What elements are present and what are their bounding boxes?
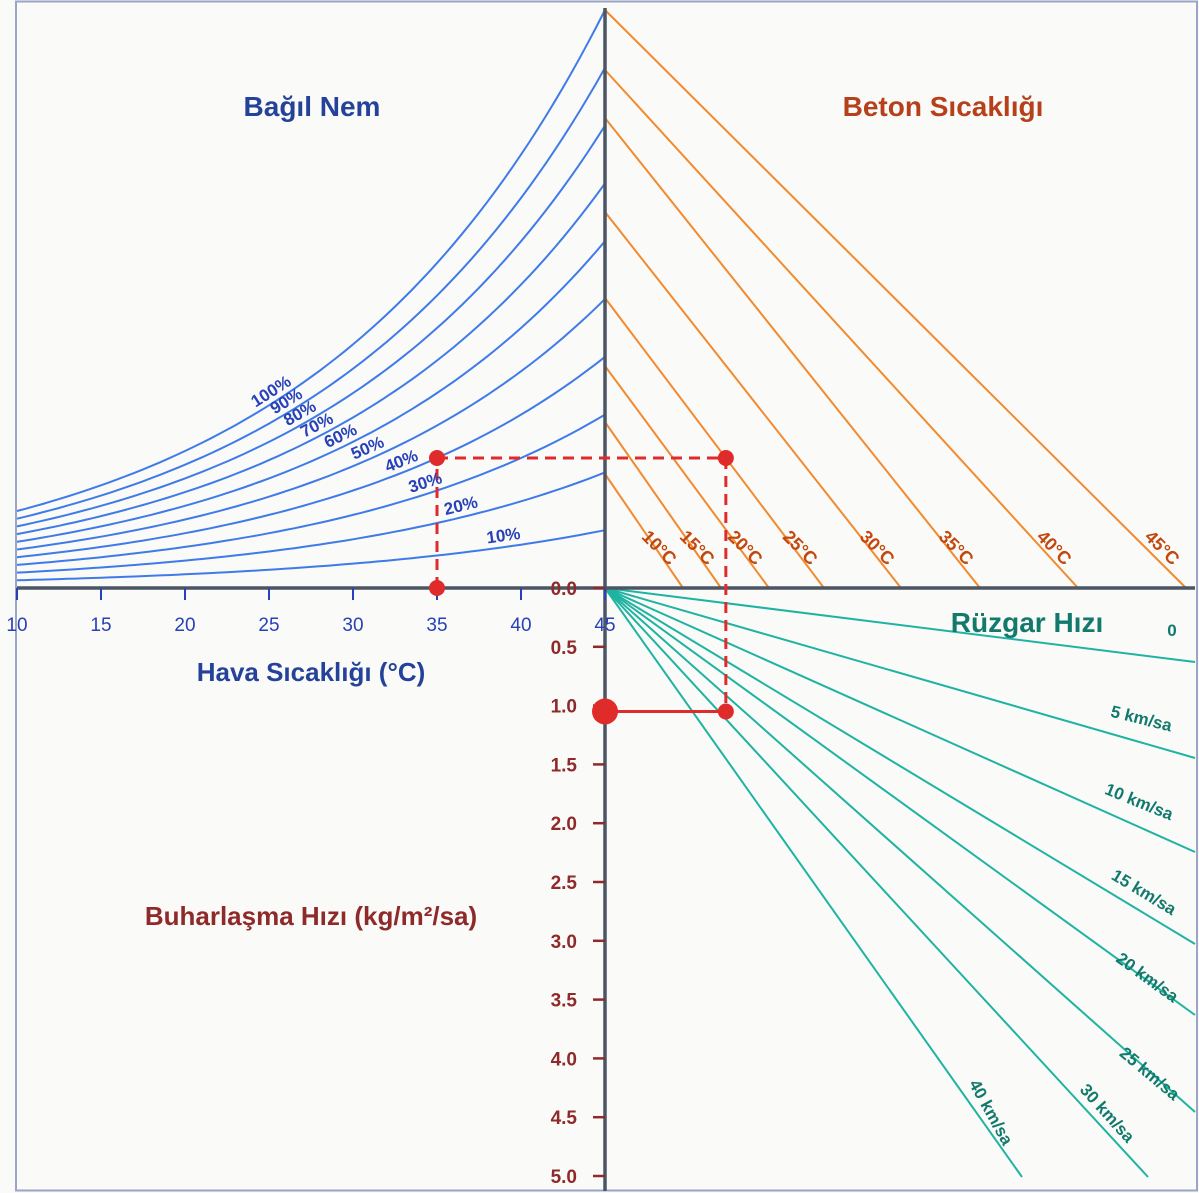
rh-curve-30 [16,413,606,566]
wind-line-40 [604,587,1023,1178]
evap-tick-label-2.0: 2.0 [551,814,577,835]
plot-lines [16,9,1196,1178]
wind-line-0 [604,587,1196,663]
evap-tick-label-5.0: 5.0 [551,1167,577,1188]
evap-tick-label-0.5: 0.5 [551,638,578,659]
rh-curve-80 [16,125,606,528]
rh-curve-60 [16,240,606,543]
concrete-line-25 [604,297,825,589]
evap-tick-label-2.5: 2.5 [551,873,578,894]
evap-tick-label-1.0: 1.0 [551,697,577,718]
air-temp-tick-label-30: 30 [342,615,363,636]
evap-tick-label-3.0: 3.0 [551,932,577,953]
air-temp-tick-label-40: 40 [510,615,531,636]
concrete-line-10 [604,473,684,589]
example-point-wind [717,703,734,720]
concrete-quadrant-title: Beton Sıcaklığı [843,91,1044,122]
air-temp-tick-label-20: 20 [174,615,195,636]
humidity-quadrant-title: Bağıl Nem [244,91,381,122]
example-point-result [592,698,618,725]
evaporation-axis-title: Buharlaşma Hızı (kg/m²/sa) [145,901,477,931]
rh-curve-10 [16,529,606,582]
wind-label-0: 0 [1167,621,1176,640]
example-point-concrete [717,450,734,467]
air-temp-tick-label-45: 45 [594,615,615,636]
rh-curve-70 [16,182,606,536]
wind-quadrant-title: Rüzgar Hızı [951,607,1103,638]
rh-curve-100 [16,9,606,512]
evap-tick-label-0.0: 0.0 [551,579,577,600]
rh-curve-50 [16,298,606,551]
air-temp-tick-label-35: 35 [426,615,447,636]
concrete-line-45 [604,9,1187,589]
evap-tick-label-3.5: 3.5 [551,991,578,1012]
rh-label-10: 10% [485,524,521,548]
wind-line-30 [604,587,1149,1178]
example-point-air-temp [429,580,445,596]
rh-curve-20 [16,471,606,574]
evap-tick-label-4.5: 4.5 [551,1108,578,1129]
wind-line-20 [604,587,1196,1016]
axes [16,8,1195,1191]
example-path [429,450,734,725]
wind-line-10 [604,587,1196,853]
rh-curve-40 [16,356,606,559]
wind-line-15 [604,587,1196,945]
concrete-line-15 [604,421,722,589]
air-temperature-axis-title: Hava Sıcaklığı (°C) [197,657,426,687]
wind-line-5 [604,587,1196,759]
air-temp-tick-label-10: 10 [6,615,27,636]
evap-tick-label-1.5: 1.5 [551,755,578,776]
rh-curve-90 [16,67,606,520]
concrete-line-40 [604,69,1079,589]
concrete-line-35 [604,117,981,589]
wind-line-25 [604,587,1196,1113]
concrete-line-30 [604,211,902,589]
air-temp-tick-label-15: 15 [90,615,111,636]
air-temp-tick-label-25: 25 [258,615,279,636]
concrete-line-20 [604,365,770,589]
evap-tick-label-4.0: 4.0 [551,1049,577,1070]
example-point-humidity [429,450,445,467]
